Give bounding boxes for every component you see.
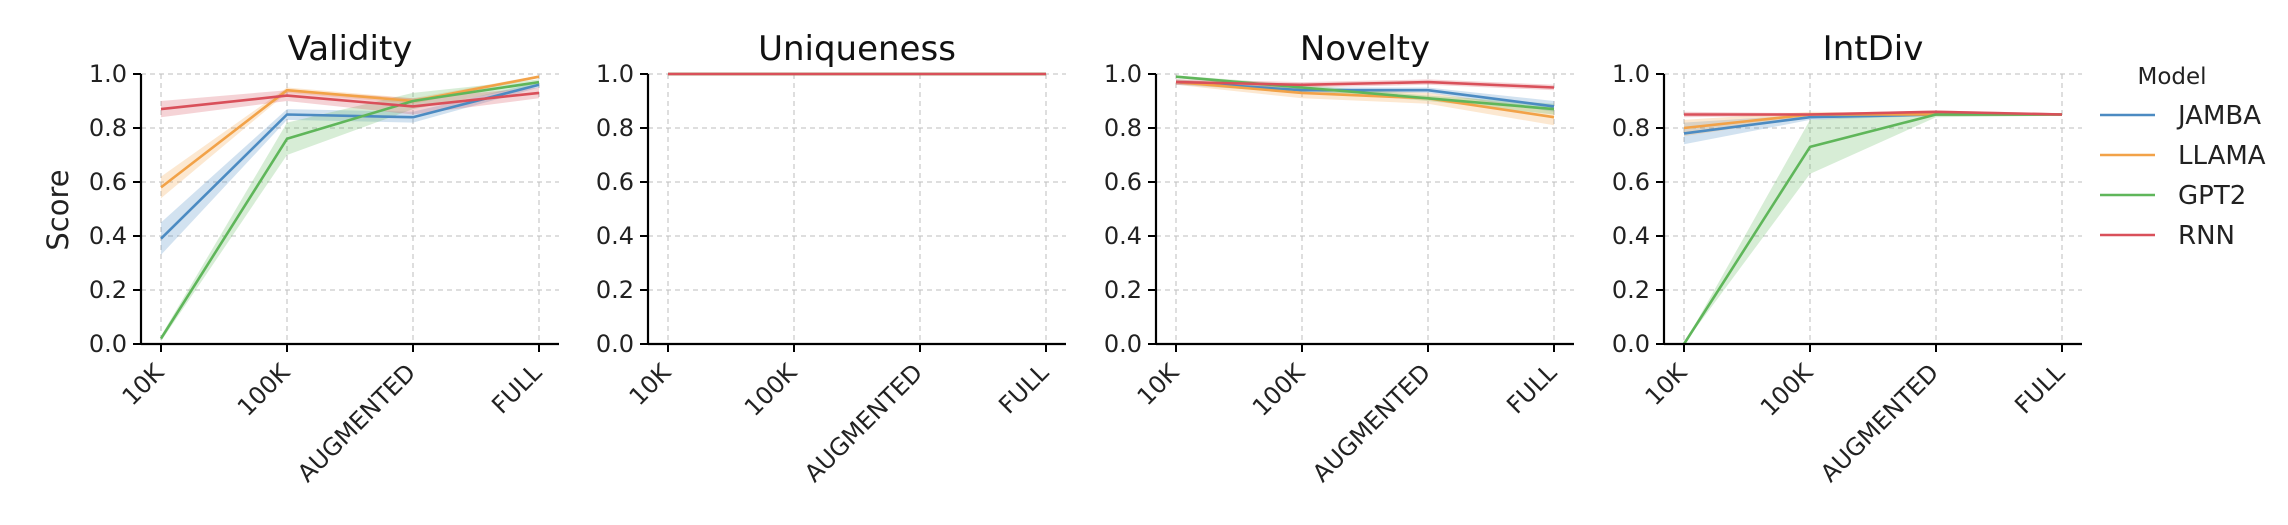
legend-item-llama: LLAMA <box>2100 141 2266 171</box>
y-tick-label: 0.0 <box>1104 330 1142 358</box>
y-tick-label: 0.8 <box>596 114 634 142</box>
x-tick-label: 100K <box>1247 358 1311 422</box>
series-line-jamba <box>160 83 540 240</box>
x-tick-label: AUGMENTED <box>799 358 928 487</box>
y-axis-label: Score <box>41 169 75 250</box>
x-tick-label: 100K <box>1755 358 1819 422</box>
confidence-band-rnn <box>1176 79 1554 91</box>
y-tick-label: 0.0 <box>89 330 127 358</box>
panel-title-validity: Validity <box>288 29 413 69</box>
y-tick-label: 0.2 <box>89 276 127 304</box>
legend-item-jamba: JAMBA <box>2100 101 2261 131</box>
series-line-llama <box>160 75 540 189</box>
series-line-gpt2 <box>1682 113 2062 345</box>
x-tick-label: 100K <box>232 358 296 422</box>
confidence-band-gpt2 <box>161 79 539 342</box>
panel-validity: Validity 0.0 0.2 0.4 0.6 0.8 1.0 10K 100KAUGMENT… <box>89 29 559 488</box>
x-tick-label: 10K <box>1640 358 1693 411</box>
y-tick-label: 1.0 <box>1612 60 1650 88</box>
x-tick-label: 10K <box>624 358 677 411</box>
y-tick-label: 0.2 <box>1612 276 1650 304</box>
y-tick-label: 0.2 <box>596 276 634 304</box>
panel-title-uniqueness: Uniqueness <box>758 29 956 69</box>
series-line-rnn <box>1684 110 2063 116</box>
y-tick-label: 1.0 <box>89 60 127 88</box>
legend-item-rnn: RNN <box>2100 221 2235 251</box>
legend: Model JAMBA LLAMA GPT2 RNN <box>2100 64 2266 251</box>
y-tick-label: 0.0 <box>596 330 634 358</box>
panel-title-novelty: Novelty <box>1300 29 1430 69</box>
series-line-gpt2 <box>159 80 540 340</box>
series-line-llama <box>1175 80 1555 119</box>
x-tick-label: AUGMENTED <box>292 358 421 487</box>
x-tick-label: FULL <box>2009 358 2070 419</box>
panel-novelty: Novelty 0.0 0.2 0.4 0.6 0.8 1.0 10K 100KAUGMENTE… <box>1104 29 1574 488</box>
x-tick-label: AUGMENTED <box>1815 358 1944 487</box>
y-tick-label: 1.0 <box>1104 60 1142 88</box>
x-tick-label: FULL <box>993 358 1054 419</box>
legend-item-gpt2: GPT2 <box>2100 181 2246 211</box>
legend-label-rnn: RNN <box>2178 221 2235 251</box>
legend-title: Model <box>2137 64 2206 90</box>
legend-label-jamba: JAMBA <box>2176 101 2261 131</box>
y-tick-label: 0.4 <box>596 222 634 250</box>
x-tick-label: 100K <box>739 358 803 422</box>
y-tick-label: 0.0 <box>1612 330 1650 358</box>
series-line-gpt2 <box>1175 75 1555 111</box>
x-tick-label: AUGMENTED <box>1307 358 1436 487</box>
legend-label-llama: LLAMA <box>2178 141 2266 171</box>
y-tick-label: 0.8 <box>1104 114 1142 142</box>
x-tick-label: FULL <box>486 358 547 419</box>
x-tick-label: 10K <box>117 358 170 411</box>
y-tick-label: 0.8 <box>89 114 127 142</box>
y-tick-label: 1.0 <box>596 60 634 88</box>
series-line-rnn <box>1175 80 1555 89</box>
y-tick-label: 0.4 <box>1104 222 1142 250</box>
y-tick-label: 0.6 <box>1104 168 1142 196</box>
series-line-rnn <box>160 91 540 111</box>
y-tick-label: 0.4 <box>1612 222 1650 250</box>
y-tick-label: 0.8 <box>1612 114 1650 142</box>
y-tick-label: 0.6 <box>89 168 127 196</box>
confidence-band-gpt2 <box>1684 111 2062 344</box>
panel-title-intdiv: IntDiv <box>1823 29 1924 69</box>
y-tick-label: 0.6 <box>596 168 634 196</box>
panel-uniqueness: Uniqueness 0.0 0.2 0.4 0.6 0.8 1.0 10K 100KAUGME… <box>596 29 1066 488</box>
panel-intdiv: IntDiv 0.0 0.2 0.4 0.6 0.8 1.0 10K 100KAUGMENTED… <box>1612 29 2082 488</box>
x-tick-label: 10K <box>1132 358 1185 411</box>
y-tick-label: 0.4 <box>89 222 127 250</box>
series-line-jamba <box>1175 80 1555 108</box>
y-tick-label: 0.6 <box>1612 168 1650 196</box>
x-tick-label: FULL <box>1501 358 1562 419</box>
legend-label-gpt2: GPT2 <box>2178 181 2246 211</box>
y-tick-label: 0.2 <box>1104 276 1142 304</box>
